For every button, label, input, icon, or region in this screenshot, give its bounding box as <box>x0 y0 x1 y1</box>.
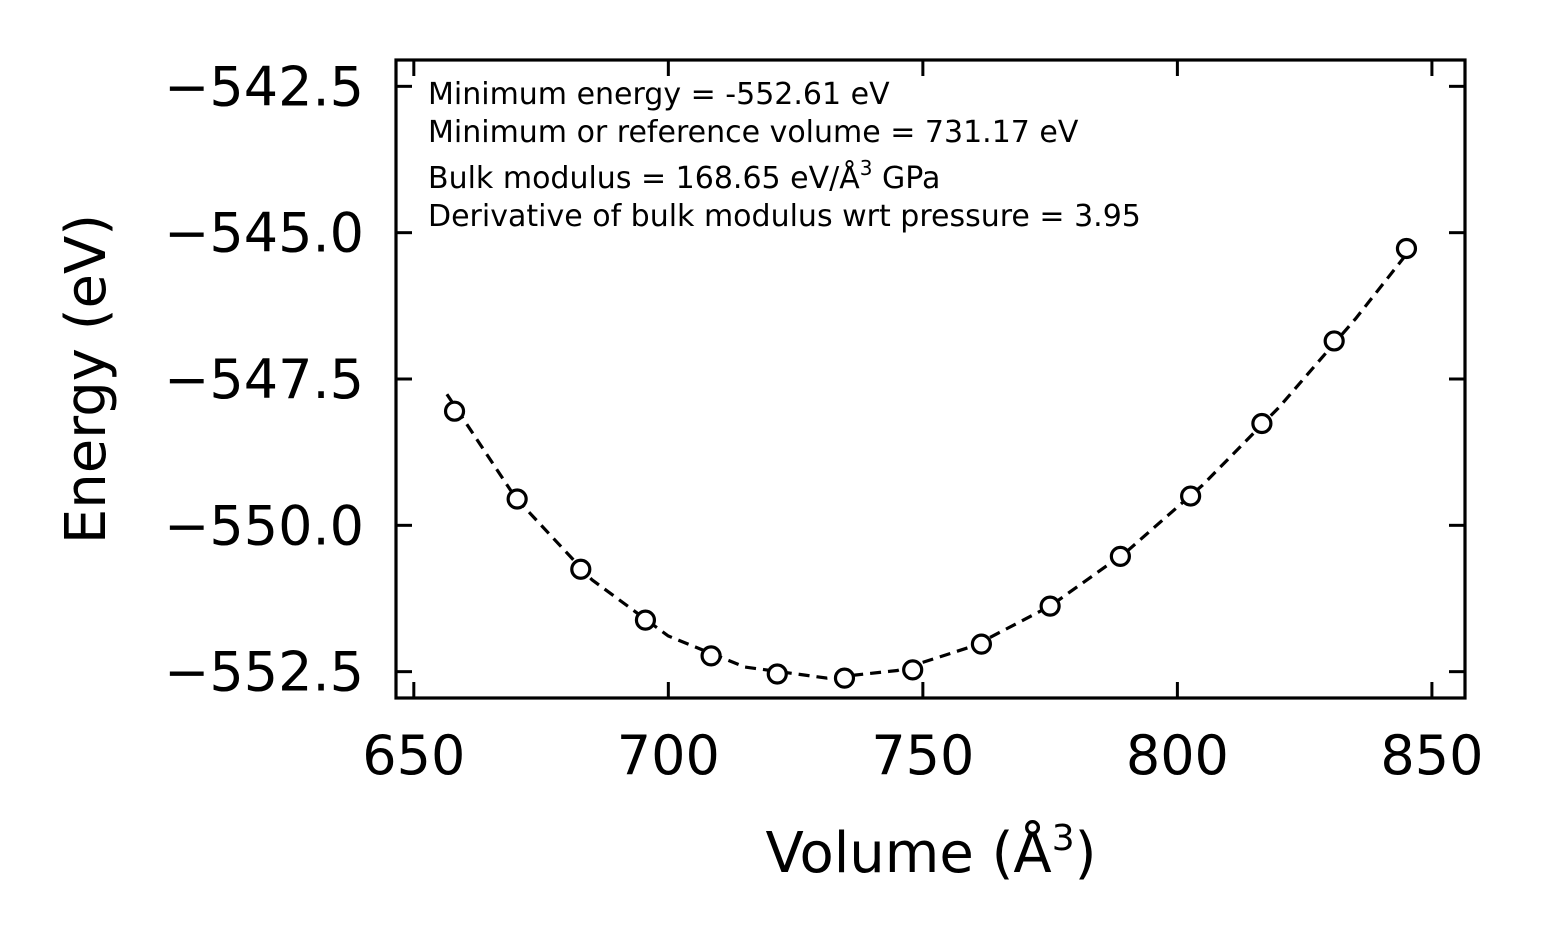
x-tick-label: 700 <box>617 724 720 787</box>
annotation-bulk-modulus-unit: GPa <box>873 161 941 196</box>
data-point <box>970 633 993 655</box>
data-point <box>506 488 528 510</box>
fit-curve-line <box>445 246 1413 680</box>
y-axis-label: Energy (eV) <box>54 214 119 544</box>
x-axis-label-sup: 3 <box>1052 818 1075 859</box>
annotation-bulk-modulus-sup: 3 <box>860 156 873 180</box>
annotation-bulk-modulus: Bulk modulus = 168.65 eV/Å3 GPa <box>428 156 940 196</box>
data-point <box>1180 485 1202 507</box>
data-point <box>1039 595 1061 617</box>
data-point <box>902 659 924 681</box>
data-point <box>1323 330 1345 352</box>
data-point <box>1109 545 1131 567</box>
x-axis-label-text: Volume (Å <box>766 820 1052 886</box>
y-tick-label: −547.5 <box>164 348 364 411</box>
y-tick-label: −545.0 <box>164 202 364 265</box>
x-axis-label-end: ) <box>1075 821 1097 886</box>
plot-frame <box>394 58 1467 700</box>
axis-ticks <box>396 60 1465 698</box>
x-tick-label: 800 <box>1126 724 1229 787</box>
annotation-min-volume: Minimum or reference volume = 731.17 eV <box>428 115 1079 150</box>
data-point <box>700 645 722 667</box>
y-tick-label: −542.5 <box>164 55 364 118</box>
data-point <box>833 667 856 689</box>
y-tick-label: −552.5 <box>164 641 364 704</box>
x-tick-label: 850 <box>1380 724 1483 787</box>
tick-labels: 650 700 750 800 850 −542.5 −545.0 −547.5 −550.0 −… <box>164 55 1483 787</box>
data-point <box>1251 412 1273 435</box>
data-point <box>1395 237 1418 260</box>
data-markers <box>443 237 1418 689</box>
data-point <box>570 558 592 580</box>
data-point <box>766 663 788 685</box>
x-axis-label: Volume (Å3) <box>766 818 1097 886</box>
data-point <box>443 400 466 422</box>
annotation-min-energy: Minimum energy = -552.61 eV <box>428 77 890 112</box>
y-tick-label: −550.0 <box>164 494 364 557</box>
x-tick-label: 750 <box>871 724 974 787</box>
annotation-bulk-derivative: Derivative of bulk modulus wrt pressure … <box>428 199 1141 234</box>
data-point <box>634 609 657 631</box>
x-tick-label: 650 <box>362 724 465 787</box>
annotation-bulk-modulus-text: Bulk modulus = 168.65 eV/Å <box>428 160 860 196</box>
